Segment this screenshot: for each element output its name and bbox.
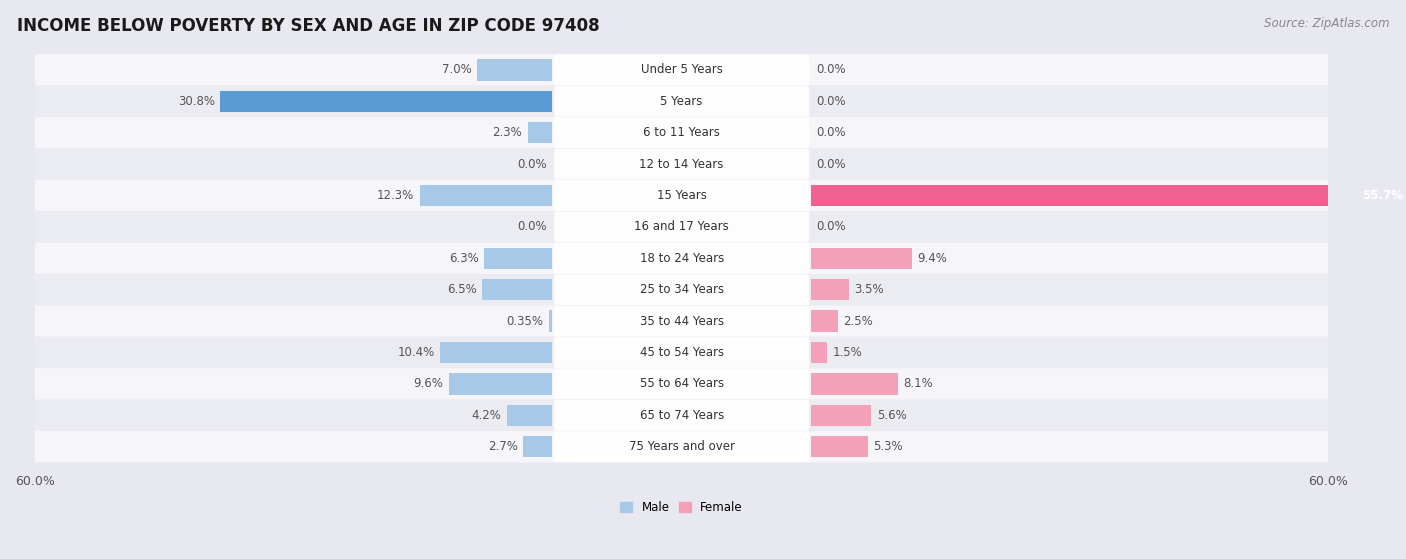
Text: 0.0%: 0.0% (817, 158, 846, 170)
Text: 10.4%: 10.4% (398, 346, 434, 359)
Text: 7.0%: 7.0% (441, 63, 471, 77)
Text: 6.5%: 6.5% (447, 283, 477, 296)
FancyBboxPatch shape (554, 337, 810, 368)
FancyBboxPatch shape (35, 368, 1329, 400)
Text: 5.6%: 5.6% (877, 409, 907, 422)
Bar (811, 373, 898, 395)
Bar (449, 373, 553, 395)
Text: 0.0%: 0.0% (817, 63, 846, 77)
Text: 55 to 64 Years: 55 to 64 Years (640, 377, 724, 390)
FancyBboxPatch shape (35, 274, 1329, 305)
FancyBboxPatch shape (554, 54, 810, 85)
Text: 0.0%: 0.0% (817, 126, 846, 139)
Text: 2.7%: 2.7% (488, 440, 517, 453)
Text: 25 to 34 Years: 25 to 34 Years (640, 283, 724, 296)
Text: 12.3%: 12.3% (377, 189, 415, 202)
Text: INCOME BELOW POVERTY BY SEX AND AGE IN ZIP CODE 97408: INCOME BELOW POVERTY BY SEX AND AGE IN Z… (17, 17, 599, 35)
Bar (440, 342, 553, 363)
Text: 8.1%: 8.1% (904, 377, 934, 390)
Text: 6 to 11 Years: 6 to 11 Years (643, 126, 720, 139)
Text: 1.5%: 1.5% (832, 346, 862, 359)
Text: 65 to 74 Years: 65 to 74 Years (640, 409, 724, 422)
Bar (485, 248, 553, 269)
Text: 5.3%: 5.3% (873, 440, 903, 453)
Text: Under 5 Years: Under 5 Years (641, 63, 723, 77)
Text: 0.0%: 0.0% (517, 220, 547, 233)
Text: 4.2%: 4.2% (472, 409, 502, 422)
FancyBboxPatch shape (554, 306, 810, 337)
Text: 18 to 24 Years: 18 to 24 Years (640, 252, 724, 265)
Bar (811, 405, 872, 426)
Text: 2.3%: 2.3% (492, 126, 522, 139)
Text: 6.3%: 6.3% (450, 252, 479, 265)
Text: 75 Years and over: 75 Years and over (628, 440, 735, 453)
Text: 0.0%: 0.0% (517, 158, 547, 170)
Text: 15 Years: 15 Years (657, 189, 707, 202)
FancyBboxPatch shape (35, 243, 1329, 274)
Bar (548, 310, 553, 332)
FancyBboxPatch shape (35, 86, 1329, 117)
FancyBboxPatch shape (554, 211, 810, 242)
Bar (811, 248, 912, 269)
Bar (811, 185, 1406, 206)
FancyBboxPatch shape (554, 117, 810, 148)
Text: 0.0%: 0.0% (817, 94, 846, 108)
FancyBboxPatch shape (554, 243, 810, 274)
Text: 16 and 17 Years: 16 and 17 Years (634, 220, 730, 233)
Bar (811, 310, 838, 332)
Text: 35 to 44 Years: 35 to 44 Years (640, 315, 724, 328)
Bar (508, 405, 553, 426)
Text: 3.5%: 3.5% (853, 283, 884, 296)
Text: 9.6%: 9.6% (413, 377, 443, 390)
Bar (527, 122, 553, 143)
FancyBboxPatch shape (35, 117, 1329, 148)
Text: 2.5%: 2.5% (844, 315, 873, 328)
Bar (420, 185, 553, 206)
Text: 0.0%: 0.0% (817, 220, 846, 233)
FancyBboxPatch shape (554, 274, 810, 305)
FancyBboxPatch shape (554, 432, 810, 462)
Bar (811, 342, 827, 363)
FancyBboxPatch shape (35, 180, 1329, 211)
FancyBboxPatch shape (554, 368, 810, 399)
Text: 0.35%: 0.35% (506, 315, 543, 328)
Text: 5 Years: 5 Years (661, 94, 703, 108)
FancyBboxPatch shape (35, 400, 1329, 431)
FancyBboxPatch shape (554, 180, 810, 211)
Bar (482, 279, 553, 300)
FancyBboxPatch shape (35, 211, 1329, 243)
Bar (523, 436, 553, 457)
FancyBboxPatch shape (554, 149, 810, 179)
Text: 30.8%: 30.8% (179, 94, 215, 108)
Text: Source: ZipAtlas.com: Source: ZipAtlas.com (1264, 17, 1389, 30)
Text: 12 to 14 Years: 12 to 14 Years (640, 158, 724, 170)
Bar (221, 91, 553, 112)
FancyBboxPatch shape (35, 305, 1329, 337)
Text: 9.4%: 9.4% (918, 252, 948, 265)
FancyBboxPatch shape (35, 337, 1329, 368)
FancyBboxPatch shape (35, 431, 1329, 462)
Bar (477, 59, 553, 80)
FancyBboxPatch shape (554, 400, 810, 431)
FancyBboxPatch shape (35, 54, 1329, 86)
Legend: Male, Female: Male, Female (620, 501, 742, 514)
Text: 55.7%: 55.7% (1362, 189, 1403, 202)
Bar (811, 436, 868, 457)
Bar (811, 279, 849, 300)
FancyBboxPatch shape (35, 148, 1329, 180)
FancyBboxPatch shape (554, 86, 810, 117)
Text: 45 to 54 Years: 45 to 54 Years (640, 346, 724, 359)
